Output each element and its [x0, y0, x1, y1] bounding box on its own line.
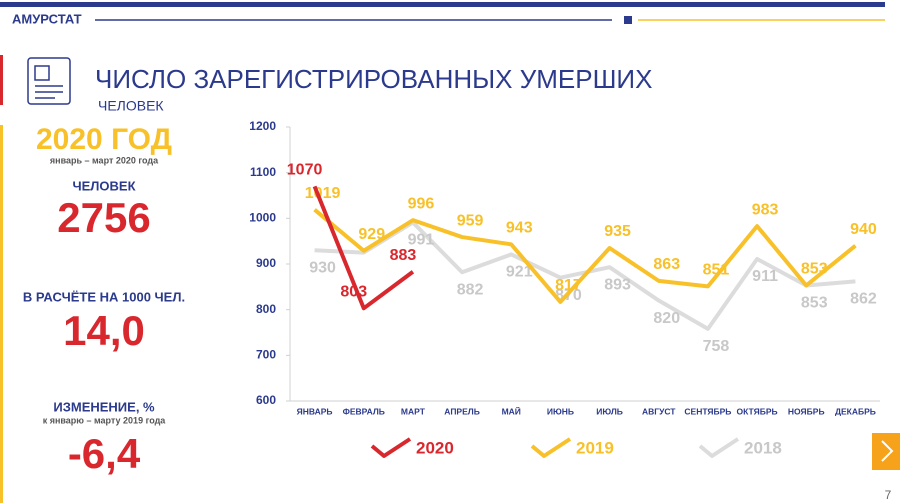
data-label: 817 [555, 277, 582, 294]
data-label: 996 [408, 195, 435, 212]
chart: 600 700 800 900 1000 1100 1200 ЯНВАРЬ ФЕВРАЛЬ МАР… [249, 119, 880, 458]
data-label: 803 [340, 284, 367, 301]
x-tick-label: ОКТЯБРЬ [737, 406, 778, 416]
data-label: 882 [457, 281, 484, 298]
change-label: ИЗМЕНЕНИЕ, % [53, 399, 155, 414]
data-label: 930 [309, 260, 336, 277]
rate-value: 14,0 [63, 307, 145, 354]
top-bar [0, 2, 885, 7]
x-tick-label: ИЮНЬ [547, 406, 574, 416]
rate-label: В РАСЧЁТЕ НА 1000 ЧЕЛ. [23, 289, 185, 304]
data-label: 758 [703, 338, 730, 355]
data-label: 1070 [287, 162, 323, 179]
change-period: к январю – марту 2019 года [43, 415, 167, 425]
legend-swatch [698, 437, 740, 458]
change-value: -6,4 [68, 430, 141, 477]
data-label: 929 [358, 226, 385, 243]
count-label: ЧЕЛОВЕК [72, 178, 135, 193]
next-arrow [881, 440, 894, 462]
x-tick-label: ДЕКАБРЬ [835, 406, 876, 416]
data-label: 911 [752, 268, 778, 285]
x-tick-label: МАРТ [401, 406, 426, 416]
icon [27, 57, 71, 105]
data-label: 991 [408, 232, 435, 249]
chart-title: ЧИСЛО ЗАРЕГИСТРИРОВАННЫХ УМЕРШИХ [95, 64, 652, 94]
data-label: 863 [653, 256, 680, 273]
x-tick-label: ЯНВАРЬ [297, 406, 333, 416]
data-label: 820 [653, 310, 680, 327]
next-button[interactable] [872, 433, 900, 470]
data-label: 851 [703, 262, 730, 279]
header-square [624, 16, 632, 24]
data-label: 853 [801, 295, 828, 312]
x-tick-label: АВГУСТ [642, 406, 676, 416]
data-label: 935 [604, 223, 631, 240]
series-line [313, 208, 857, 304]
panel-accent [0, 125, 3, 503]
page-number: 7 [885, 488, 892, 502]
data-label: 1019 [305, 185, 341, 202]
data-label: 862 [850, 291, 877, 308]
y-tick-label: 700 [256, 348, 276, 362]
summary-year: 2020 ГОД [36, 123, 172, 156]
y-tick-label: 900 [256, 256, 276, 270]
x-tick-label: ФЕВРАЛЬ [343, 406, 385, 416]
y-tick-label: 1200 [249, 119, 276, 133]
x-tick-label: НОЯБРЬ [788, 406, 825, 416]
data-label: 853 [801, 261, 828, 278]
brand: АМУРСТАТ [12, 11, 82, 26]
title-accent [0, 55, 3, 105]
summary-period: январь – март 2020 года [50, 155, 159, 165]
legend-swatch [530, 437, 572, 458]
legend-label: 2020 [416, 438, 454, 457]
data-label: 943 [506, 220, 533, 237]
data-label: 883 [390, 247, 417, 264]
series-line [312, 185, 415, 311]
legend-swatch [370, 437, 412, 458]
x-tick-label: АПРЕЛЬ [444, 406, 480, 416]
data-label: 959 [457, 212, 484, 229]
x-tick-label: СЕНТЯБРЬ [684, 406, 731, 416]
x-tick-label: МАЙ [502, 405, 521, 416]
data-label: 983 [752, 201, 779, 218]
y-tick-label: 1100 [250, 165, 276, 179]
data-label: 893 [604, 276, 631, 293]
y-tick-label: 600 [256, 393, 276, 407]
legend-label: 2019 [576, 438, 614, 457]
y-tick-label: 800 [256, 302, 276, 316]
legend-label: 2018 [744, 438, 782, 457]
data-label: 921 [506, 264, 533, 281]
chart-subtitle: ЧЕЛОВЕК [98, 98, 164, 114]
count-value: 2756 [57, 194, 150, 241]
y-tick-label: 1000 [249, 211, 276, 225]
data-label: 940 [850, 221, 877, 238]
x-tick-label: ИЮЛЬ [596, 406, 623, 416]
